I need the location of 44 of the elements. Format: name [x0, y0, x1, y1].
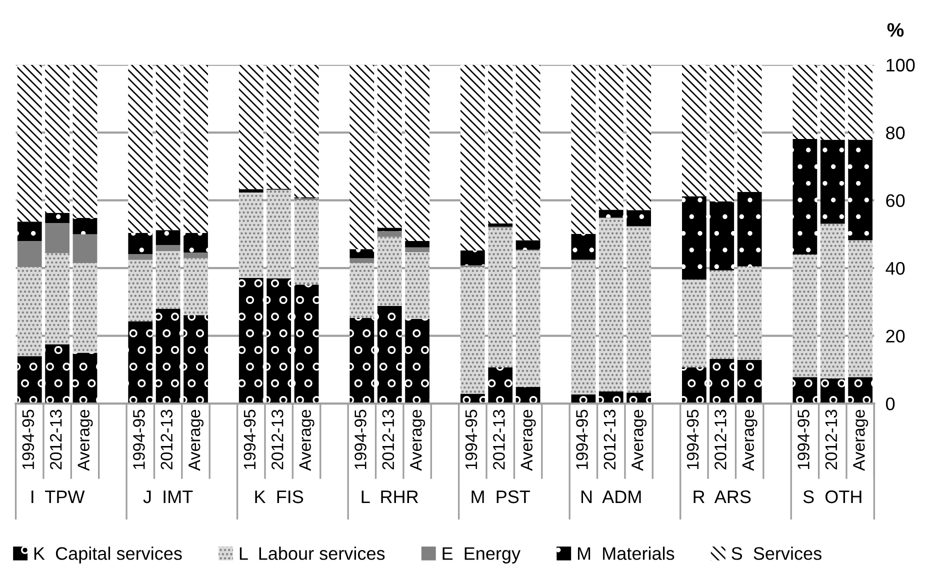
x-tick-label: 2012-13: [604, 410, 616, 470]
y-tick-label: 40: [886, 262, 905, 275]
x-tick-label: 2012-13: [272, 410, 284, 470]
x-tick-label: Average: [410, 410, 426, 471]
y-tick-label: 80: [886, 126, 905, 140]
legend-label: L Labour services: [240, 546, 385, 560]
x-tick-label: Average: [853, 410, 868, 471]
x-tick-label: Average: [299, 410, 314, 471]
text: J IMT: [143, 490, 193, 504]
x-tick-label: 2012-13: [825, 410, 838, 470]
x-tick-label: 1994-95: [798, 410, 810, 469]
x-tick-label: Average: [632, 410, 647, 471]
x-tick-label: 2012-13: [382, 410, 394, 470]
text: S OTH: [803, 490, 862, 504]
y-tick-label: 60: [886, 194, 905, 208]
text: L RHR: [362, 490, 418, 504]
x-tick-label: Average: [78, 410, 93, 471]
x-tick-label: 2012-13: [50, 410, 62, 470]
x-tick-label: 1994-95: [354, 410, 366, 469]
legend-label: K Capital services: [34, 546, 182, 564]
text: R ARS: [694, 490, 751, 504]
x-tick-label: Average: [188, 410, 204, 471]
x-tick-label: Average: [742, 410, 758, 471]
x-tick-label: 1994-95: [576, 410, 588, 469]
y-tick-label: 0: [886, 397, 895, 410]
legend-label: S Services: [732, 546, 822, 560]
x-tick-label: 1994-95: [244, 410, 256, 469]
text: N ADM: [582, 490, 641, 504]
x-tick-label: 2012-13: [493, 410, 505, 470]
y-axis-title: %: [887, 23, 904, 37]
legend-label: E Energy: [442, 547, 521, 564]
y-tick-label: 20: [886, 330, 905, 343]
x-tick-label: 2012-13: [714, 410, 726, 470]
text: I TPW: [32, 490, 85, 504]
legend-label: M Materials: [578, 546, 674, 560]
text: K FIS: [255, 490, 304, 504]
y-tick-label: 100: [886, 58, 915, 72]
x-tick-label: 1994-95: [133, 410, 145, 469]
x-tick-label: Average: [520, 410, 536, 471]
text: M PST: [472, 490, 530, 504]
x-tick-label: 2012-13: [160, 410, 173, 470]
x-tick-label: 1994-95: [465, 410, 478, 469]
x-tick-label: 1994-95: [22, 410, 34, 469]
x-tick-label: 1994-95: [686, 410, 699, 469]
